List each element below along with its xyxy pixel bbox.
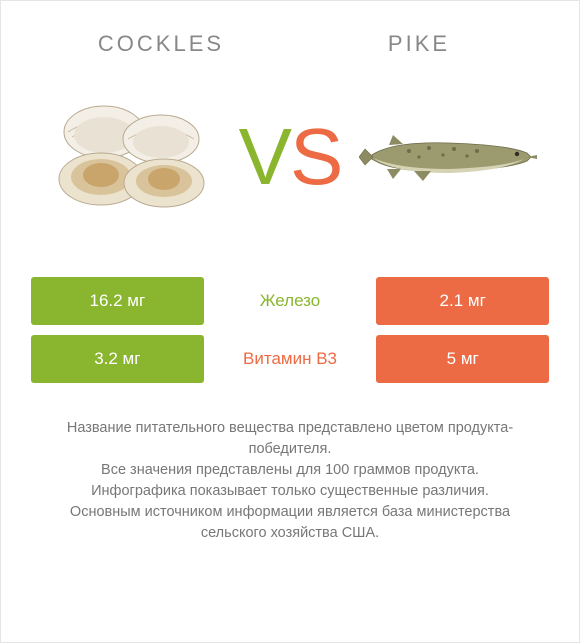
nutrient-name: Железо bbox=[204, 277, 377, 325]
right-value-bar: 5 мг bbox=[376, 335, 549, 383]
footer-text: Название питательного вещества представл… bbox=[31, 418, 549, 544]
right-food-title: Pike bbox=[319, 31, 519, 57]
vs-label: VS bbox=[239, 111, 342, 203]
nutrient-row: 16.2 мг Железо 2.1 мг bbox=[31, 277, 549, 325]
vs-s: S bbox=[290, 111, 341, 203]
right-food-image bbox=[359, 87, 539, 227]
footer-line: Инфографика показывает только существенн… bbox=[37, 481, 543, 502]
left-food-title: Cockles bbox=[61, 31, 261, 57]
pike-icon bbox=[359, 127, 539, 187]
left-food-image bbox=[41, 87, 221, 227]
nutrient-row: 3.2 мг Витамин B3 5 мг bbox=[31, 335, 549, 383]
footer-line: Основным источником информации является … bbox=[37, 502, 543, 544]
left-value-bar: 3.2 мг bbox=[31, 335, 204, 383]
footer-line: Название питательного вещества представл… bbox=[37, 418, 543, 460]
left-value-bar: 16.2 мг bbox=[31, 277, 204, 325]
header-row: Cockles Pike bbox=[31, 31, 549, 77]
image-row: VS bbox=[31, 77, 549, 277]
vs-v: V bbox=[239, 111, 290, 203]
footer-line: Все значения представлены для 100 граммо… bbox=[37, 460, 543, 481]
nutrient-table: 16.2 мг Железо 2.1 мг 3.2 мг Витамин B3 … bbox=[31, 277, 549, 383]
cockles-icon bbox=[46, 97, 216, 217]
right-value-bar: 2.1 мг bbox=[376, 277, 549, 325]
nutrient-name: Витамин B3 bbox=[204, 335, 377, 383]
